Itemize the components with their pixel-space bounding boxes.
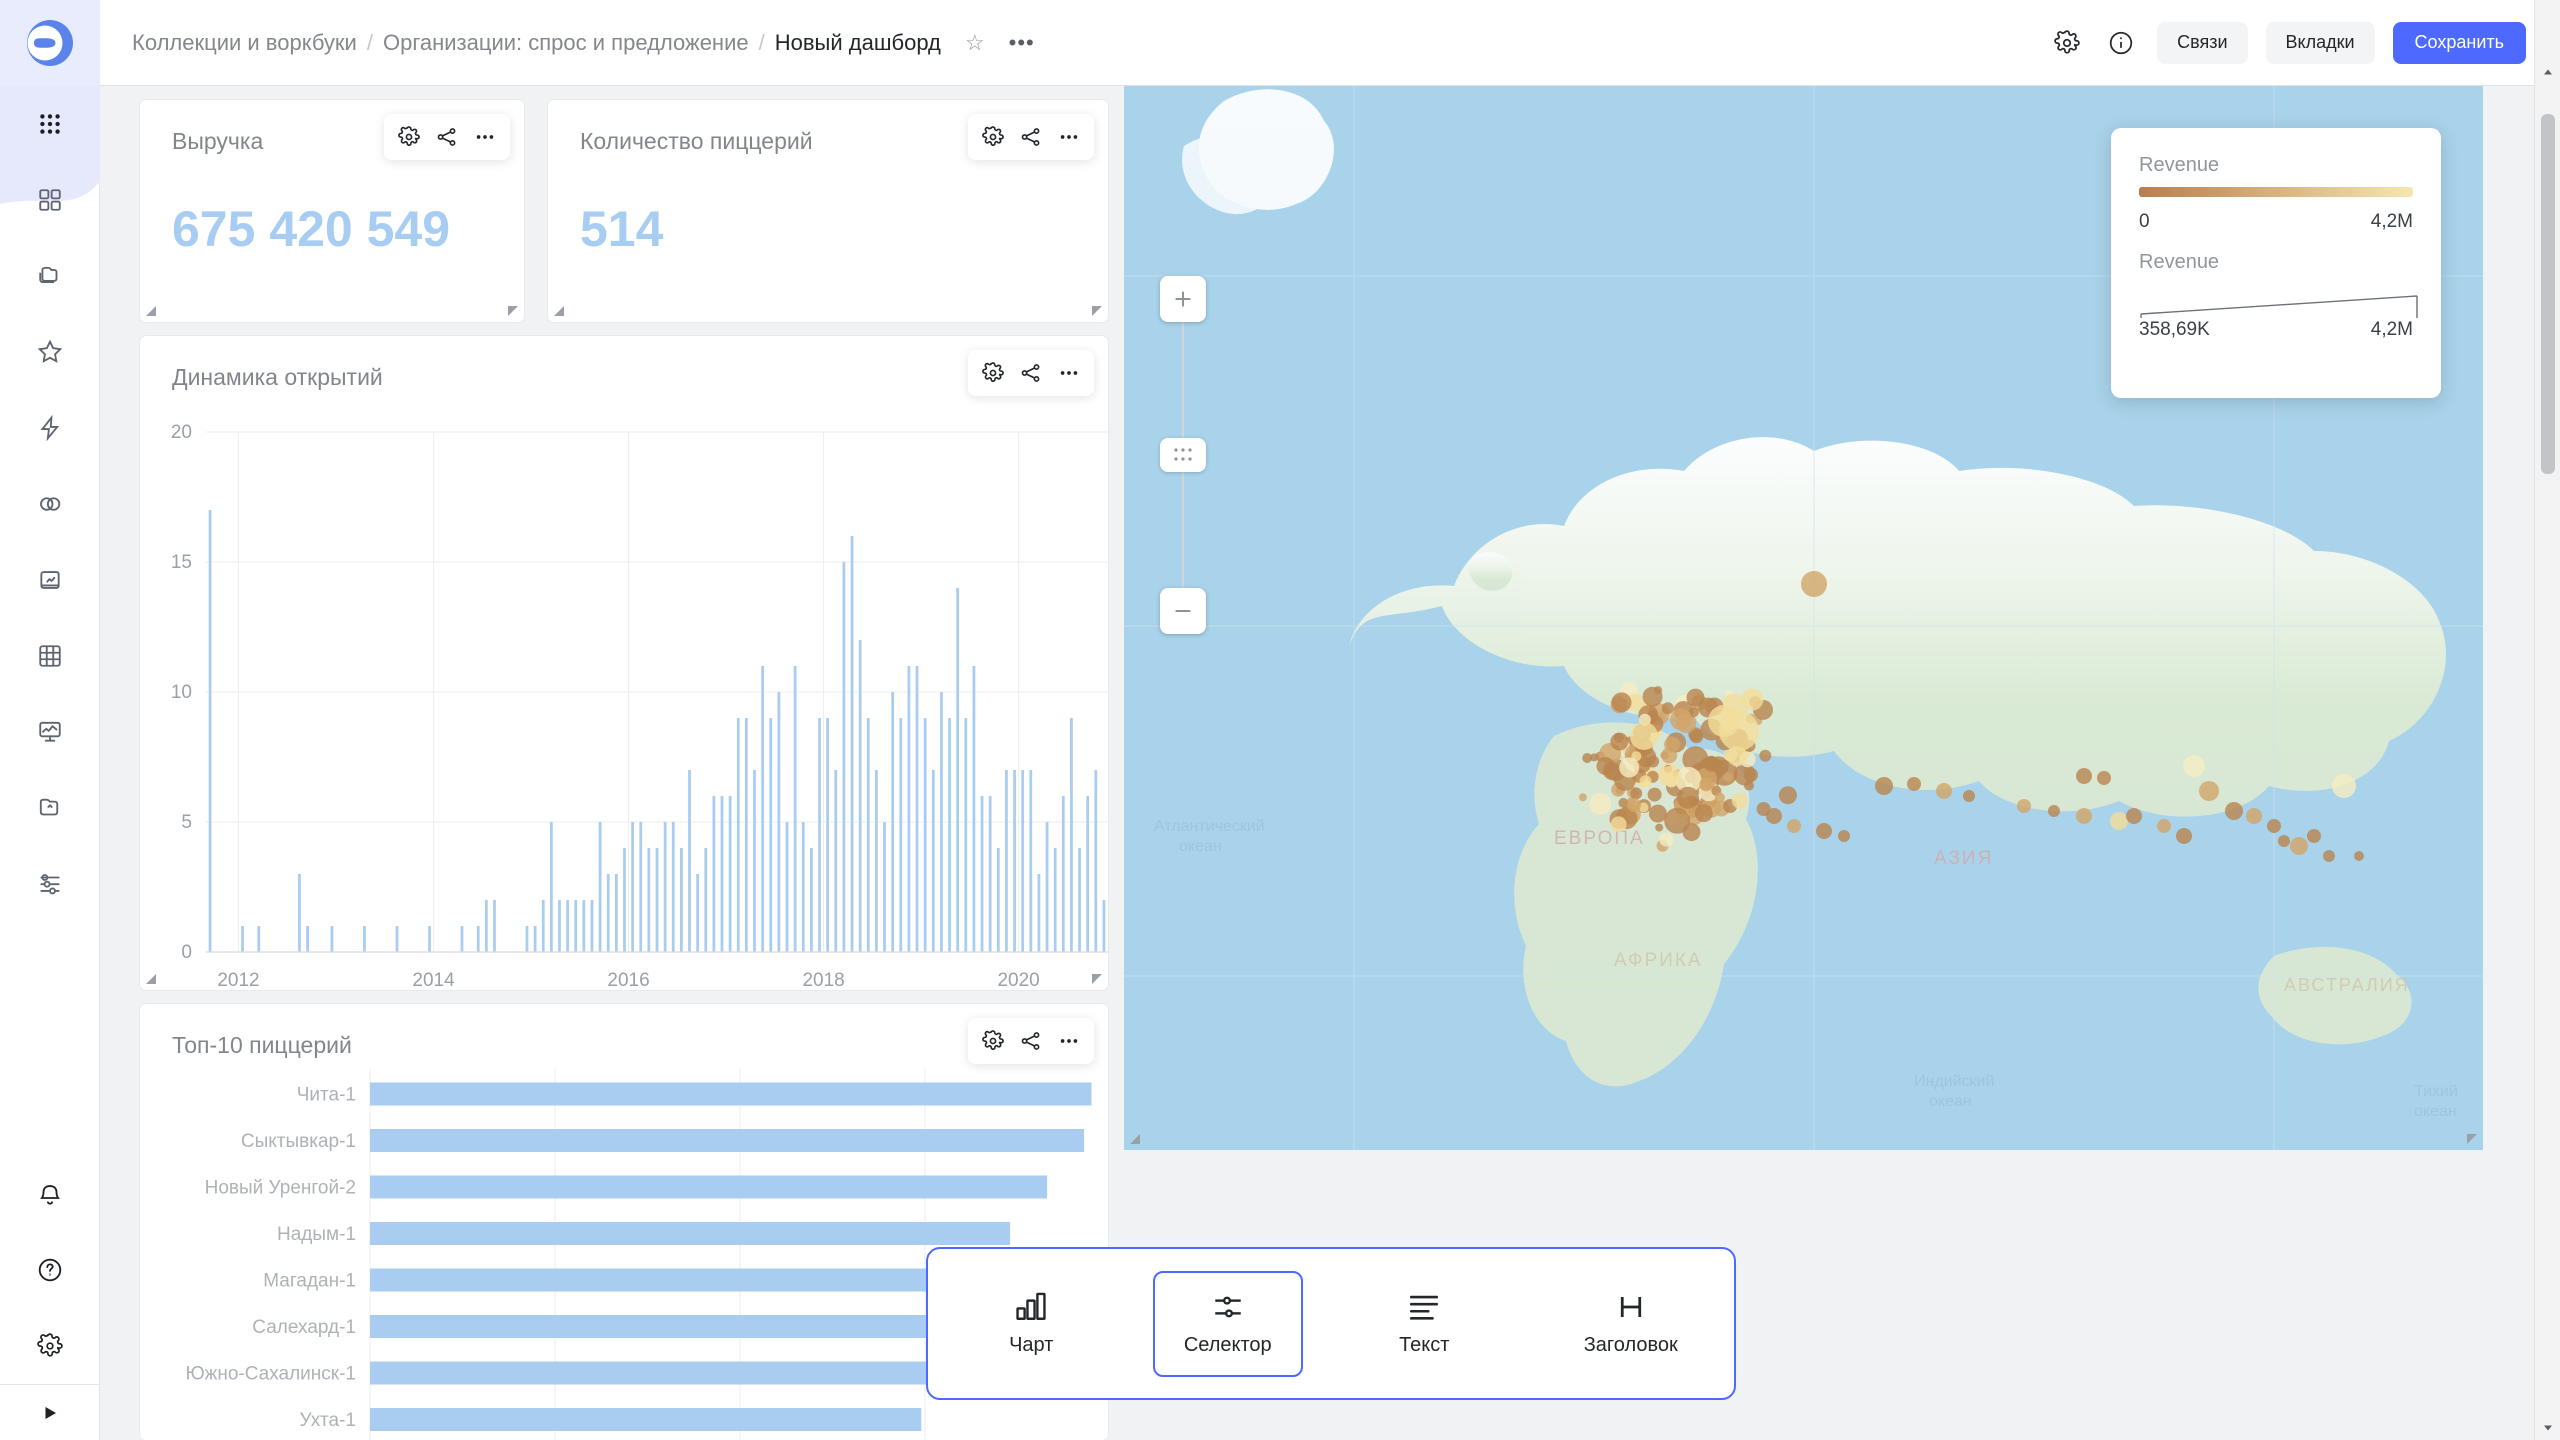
svg-text:Ухта‑1: Ухта‑1 — [300, 1410, 356, 1431]
svg-text:20: 20 — [171, 422, 192, 443]
svg-text:Магадан‑1: Магадан‑1 — [263, 1271, 356, 1292]
svg-text:Сыктывкар‑1: Сыктывкар‑1 — [241, 1131, 356, 1152]
svg-text:0: 0 — [181, 942, 192, 963]
svg-text:2014: 2014 — [412, 970, 455, 990]
svg-text:5: 5 — [181, 812, 192, 833]
svg-text:2020: 2020 — [997, 970, 1039, 990]
svg-text:Южно-Сахалинск‑1: Южно-Сахалинск‑1 — [185, 1364, 356, 1385]
svg-text:Салехард‑1: Салехард‑1 — [252, 1317, 356, 1338]
svg-text:Новый Уренгой‑2: Новый Уренгой‑2 — [205, 1178, 356, 1199]
svg-text:2018: 2018 — [802, 970, 844, 990]
svg-text:2012: 2012 — [217, 970, 259, 990]
svg-text:Надым‑1: Надым‑1 — [277, 1224, 356, 1245]
svg-text:2016: 2016 — [607, 970, 649, 990]
svg-text:15: 15 — [171, 552, 192, 573]
svg-text:10: 10 — [171, 682, 192, 703]
svg-text:Чита‑1: Чита‑1 — [297, 1085, 356, 1106]
